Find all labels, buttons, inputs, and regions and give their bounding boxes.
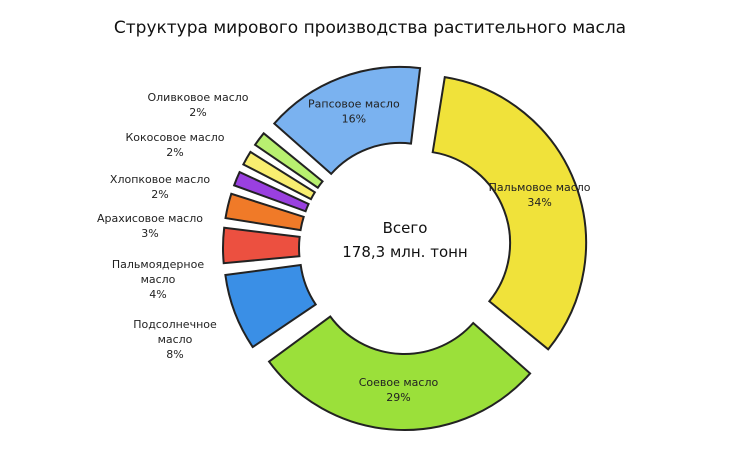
slice-name-label-0: Пальмовое масло (489, 181, 591, 194)
slice-value-label-2: 8% (166, 348, 183, 361)
slice-0 (431, 76, 588, 351)
slice-4 (224, 192, 305, 232)
slice-value-label-0: 34% (527, 196, 551, 209)
slice-value-label-7: 2% (189, 106, 206, 119)
slice-1 (267, 315, 532, 431)
slice-3 (222, 226, 301, 265)
slice-name-label-3: масло (141, 273, 176, 286)
slice-8 (272, 65, 422, 176)
slice-7 (253, 131, 324, 190)
slice-value-label-1: 29% (386, 391, 410, 404)
slice-name-label-8: Рапсовое масло (308, 97, 400, 110)
slice-name-label-3: Пальмоядерное (112, 258, 204, 271)
slice-name-label-7: Оливковое масло (147, 91, 248, 104)
center-label-line2: 178,3 млн. тонн (342, 243, 468, 261)
slice-value-label-5: 2% (151, 188, 168, 201)
slice-6 (241, 150, 317, 201)
slice-value-label-8: 16% (342, 112, 366, 125)
center-label-line1: Всего (383, 219, 428, 237)
slice-name-label-4: Арахисовое масло (97, 212, 203, 225)
slice-value-label-3: 4% (149, 288, 166, 301)
slice-name-label-2: Подсолнечное (133, 318, 217, 331)
slice-value-label-6: 2% (166, 146, 183, 159)
slice-5 (232, 170, 310, 213)
slice-name-label-5: Хлопковое масло (110, 173, 210, 186)
slice-2 (224, 263, 318, 349)
chart-title: Структура мирового производства растител… (113, 18, 627, 38)
slice-name-label-6: Кокосовое масло (125, 131, 224, 144)
slice-name-label-2: масло (158, 333, 193, 346)
slice-value-label-4: 3% (141, 227, 158, 240)
slice-name-label-1: Соевое масло (359, 376, 439, 389)
